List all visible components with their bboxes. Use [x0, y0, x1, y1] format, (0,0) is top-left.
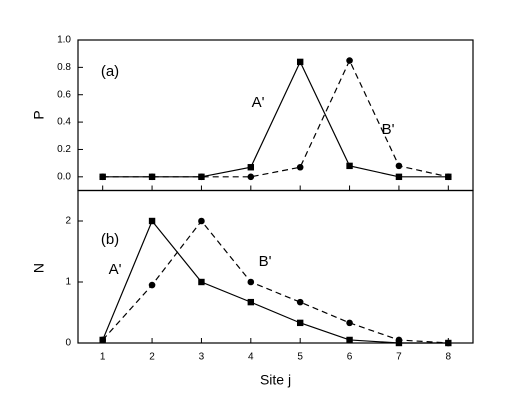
- data-point: [395, 162, 403, 170]
- data-line: [102, 219, 449, 344]
- x-tick-label: 3: [199, 352, 205, 363]
- data-point: [148, 281, 156, 289]
- panel-label: (b): [101, 231, 119, 248]
- data-line: [102, 59, 449, 178]
- data-line: [102, 60, 449, 178]
- x-tick-label: 7: [396, 352, 402, 363]
- data-point: [99, 173, 106, 181]
- y-tick-label: 2: [65, 216, 71, 227]
- data-point: [148, 173, 156, 181]
- data-point: [198, 217, 205, 225]
- data-point: [296, 319, 304, 327]
- data-point: [395, 173, 403, 181]
- y-tick-label: 0.2: [57, 144, 71, 155]
- data-point: [296, 298, 304, 306]
- data-point: [247, 173, 255, 181]
- data-line: [102, 220, 449, 344]
- panel-label: (a): [101, 63, 119, 80]
- data-point: [99, 336, 106, 344]
- data-point: [445, 173, 452, 181]
- data-point: [445, 339, 452, 347]
- x-tick-label: 4: [248, 352, 254, 363]
- plot-frame: [77, 189, 474, 344]
- x-tick-label: 2: [149, 352, 155, 363]
- data-point: [346, 319, 353, 327]
- x-axis-label: Site j: [260, 372, 291, 388]
- data-point: [346, 57, 353, 64]
- data-point: [247, 298, 255, 306]
- data-point: [296, 58, 304, 66]
- data-point: [198, 278, 205, 286]
- series-label: B': [382, 121, 395, 138]
- data-point: [346, 336, 353, 344]
- data-point: [296, 163, 304, 171]
- y-tick-label: 1: [65, 277, 71, 288]
- x-tick-label: 6: [347, 352, 353, 363]
- y-axis-label: N: [31, 263, 47, 273]
- data-point: [148, 217, 156, 225]
- series-label: B': [259, 253, 272, 270]
- series-label: A': [252, 94, 265, 111]
- y-tick-label: 0.0: [57, 171, 71, 182]
- y-tick-label: 0: [65, 338, 71, 349]
- x-tick-label: 8: [446, 352, 452, 363]
- x-tick-label: 5: [297, 352, 303, 363]
- data-point: [198, 173, 205, 181]
- data-point: [346, 162, 353, 170]
- y-tick-label: 0.4: [57, 117, 71, 128]
- data-point: [247, 278, 255, 286]
- y-tick-label: 0.6: [57, 89, 71, 100]
- y-tick-label: 0.8: [57, 62, 71, 73]
- y-tick-label: 1.0: [57, 35, 71, 46]
- data-point: [247, 164, 255, 171]
- series-label: A': [109, 261, 122, 278]
- data-point: [395, 336, 403, 344]
- y-axis-label: P: [31, 110, 47, 119]
- x-tick-label: 1: [100, 352, 106, 363]
